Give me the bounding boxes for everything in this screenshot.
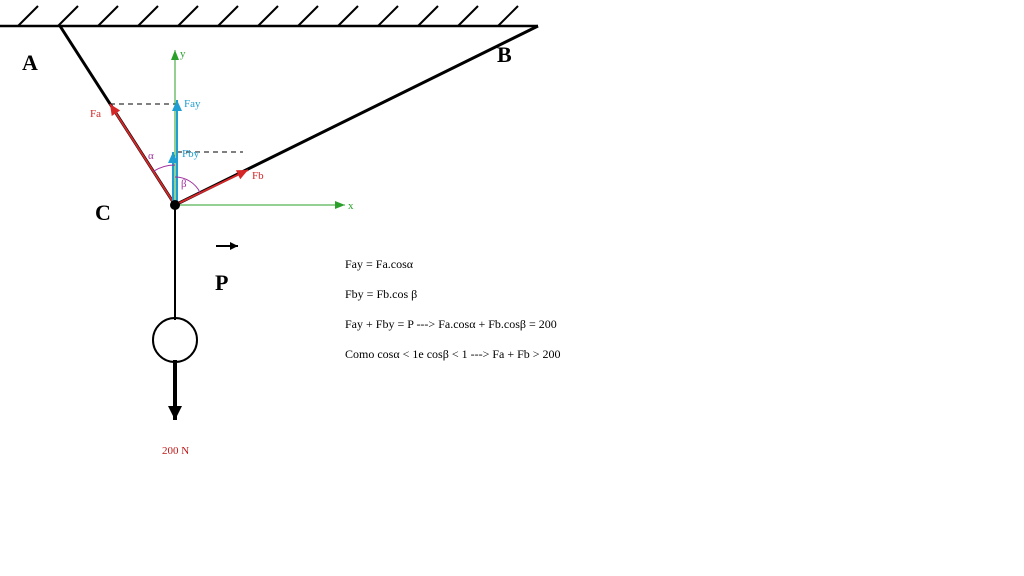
vector-label-Fby: Fby	[182, 148, 199, 160]
equation-line-3: Como cosα < 1e cosβ < 1 ---> Fa + Fb > 2…	[345, 347, 561, 362]
vector-label-Fa: Fa	[90, 108, 101, 120]
vector-label-Fay: Fay	[184, 98, 201, 110]
equation-line-2: Fay + Fby = P ---> Fa.cosα + Fb.cosβ = 2…	[345, 317, 557, 332]
node-label-A: A	[22, 50, 38, 76]
diagram-svg	[0, 0, 1024, 576]
axis-x-label: x	[348, 200, 354, 212]
p-label: P	[215, 270, 228, 296]
angle-label-alpha: α	[148, 150, 154, 162]
angle-label-beta: β	[181, 178, 187, 190]
axis-y-label: y	[180, 48, 186, 60]
weight-label: 200 N	[162, 445, 189, 457]
node-label-B: B	[497, 42, 512, 68]
node-label-C: C	[95, 200, 111, 226]
vector-label-Fb: Fb	[252, 170, 264, 182]
equation-line-1: Fby = Fb.cos β	[345, 287, 417, 302]
equation-line-0: Fay = Fa.cosα	[345, 257, 413, 272]
